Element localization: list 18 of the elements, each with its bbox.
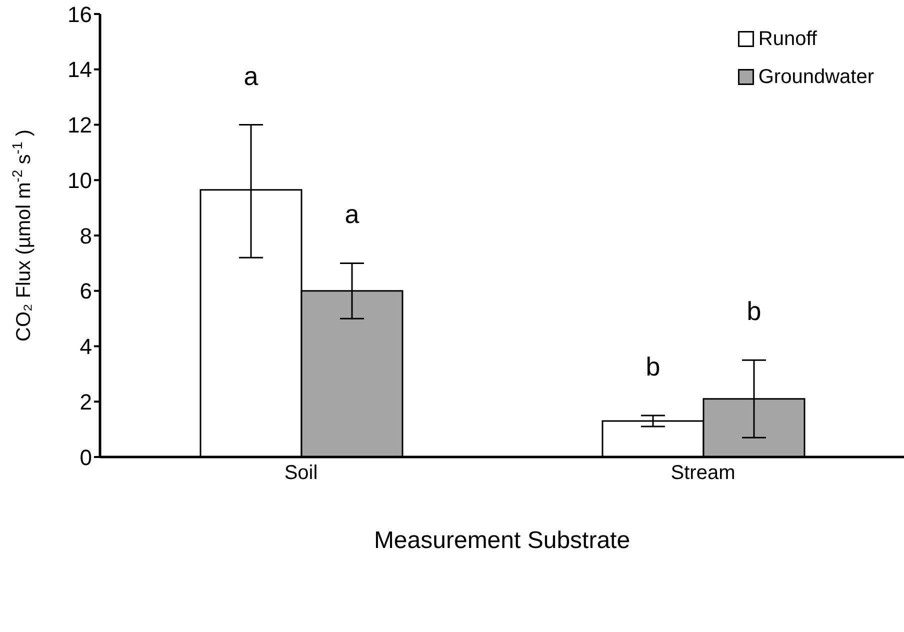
y-tick-label: 14 (68, 57, 92, 82)
y-tick-label: 0 (80, 444, 92, 470)
y-tick-label: 12 (68, 112, 92, 138)
annotation: a (244, 60, 259, 91)
annotation: a (344, 199, 360, 230)
y-tick-label: 8 (80, 223, 92, 248)
y-tick-label: 2 (80, 389, 92, 414)
annotation: b (646, 351, 660, 382)
x-axis-title: Measurement Substrate (374, 527, 630, 554)
x-tick-label: Soil (284, 462, 318, 484)
legend-label: Groundwater (758, 66, 874, 88)
y-tick-label: 10 (68, 168, 92, 193)
y-tick-label: 4 (80, 334, 92, 360)
y-tick-label: 6 (80, 278, 92, 304)
annotation: b (746, 296, 762, 326)
legend-label: Runoff (758, 28, 817, 50)
y-tick-label: 16 (68, 2, 92, 27)
x-tick-label: Stream (670, 462, 736, 484)
